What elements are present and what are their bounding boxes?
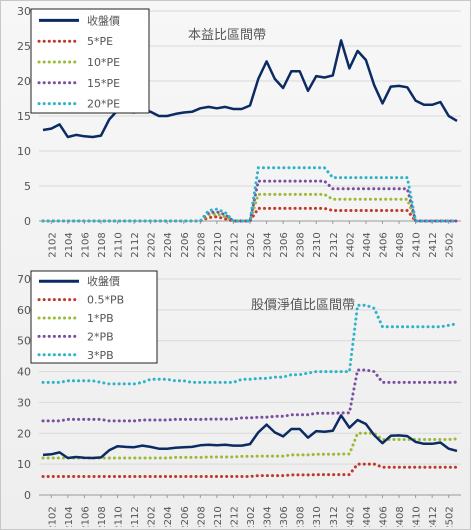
x-tick-label: 2402 (345, 506, 356, 527)
x-tick-label: 2108 (97, 232, 108, 257)
y-tick-label: 5 (24, 180, 31, 193)
legend-label: 5*PE (87, 35, 113, 48)
x-tick-label: 2406 (378, 506, 389, 527)
series-line-m1 (41, 462, 459, 478)
series-line-m3 (41, 368, 459, 423)
x-tick-label: 2206 (180, 232, 191, 257)
legend-box (30, 270, 158, 364)
y-tick-label: 20 (17, 427, 31, 440)
x-tick-label: 2502 (445, 232, 456, 257)
x-tick-label: 2102 (47, 232, 58, 257)
y-tick-label: 0 (24, 489, 31, 502)
legend-label: 收盤價 (87, 274, 120, 288)
x-tick-label: 2212 (229, 232, 240, 257)
x-tick-label: 2306 (279, 506, 290, 527)
series-line-price (42, 414, 458, 460)
x-tick-label: 2308 (296, 506, 307, 527)
x-tick-label: 2202 (147, 232, 158, 257)
x-tick-label: 2302 (246, 506, 257, 527)
x-tick-label: 2408 (395, 232, 406, 257)
x-tick-label: 2408 (395, 506, 406, 527)
x-tick-label: 2110 (114, 232, 125, 257)
x-tick-label: 2208 (196, 506, 207, 527)
pe-band-chart: 0 5 10 15 20 25 30 2102 2104 2106 2108 2110 2112 2202… (5, 5, 468, 261)
y-tick-label: 10 (17, 458, 31, 471)
x-tick-label: 2210 (213, 506, 224, 527)
x-tick-label: 2206 (180, 506, 191, 527)
pb-band-chart: 0 10 20 30 40 50 60 70 2102 2104 2106 2108 2110 2112 2… (5, 269, 468, 527)
x-tick-label: 2108 (97, 506, 108, 527)
chart-title: 本益比區間帶 (188, 28, 266, 43)
x-tick-label: 2310 (312, 232, 323, 257)
x-tick-label: 2204 (163, 232, 174, 257)
x-tick-label: 2110 (114, 506, 125, 527)
chart-title: 股價淨值比區間帶 (251, 297, 355, 313)
x-tick-label: 2308 (296, 232, 307, 257)
y-tick-label: 10 (17, 145, 31, 158)
x-tick-label: 2102 (47, 506, 58, 527)
y-tick-label: 30 (17, 396, 31, 409)
legend-label: 15*PE (87, 77, 120, 90)
legend-label: 20*PE (87, 98, 120, 111)
x-tick-label: 2312 (329, 506, 340, 527)
y-tick-label: 25 (17, 40, 31, 53)
x-tick-label: 2310 (312, 506, 323, 527)
x-tick-label: 2304 (263, 232, 274, 257)
x-tick-label: 2212 (229, 506, 240, 527)
series-line-m4 (41, 166, 459, 223)
x-tick-label: 2208 (196, 232, 207, 257)
y-tick-label: 20 (17, 75, 31, 88)
x-tick-label: 2404 (362, 232, 373, 257)
y-tick-label: 50 (17, 335, 31, 348)
legend-label: 收盤價 (87, 13, 120, 27)
x-tick-label: 2412 (428, 232, 439, 257)
legend-label: 10*PE (87, 56, 120, 69)
series-line-m4 (41, 303, 459, 386)
y-tick-label: 30 (17, 5, 31, 18)
x-tick-label: 2306 (279, 232, 290, 257)
x-tick-label: 2406 (378, 232, 389, 257)
legend-label: 2*PB (87, 330, 114, 343)
x-tick-label: 2502 (445, 506, 456, 527)
legend-label: 0.5*PB (87, 294, 124, 307)
series-line-m3 (41, 179, 459, 223)
x-tick-label: 2410 (412, 232, 423, 257)
x-tick-label: 2106 (80, 232, 91, 257)
x-tick-label: 2112 (130, 232, 141, 257)
y-tick-label: 60 (17, 304, 31, 317)
x-tick-label: 2410 (412, 506, 423, 527)
x-tick-label: 2106 (80, 506, 91, 527)
x-tick-label: 2404 (362, 506, 373, 527)
x-tick-label: 2302 (246, 232, 257, 257)
series-line-price (42, 39, 458, 139)
x-tick-label: 2210 (213, 232, 224, 257)
x-tick-label: 2204 (163, 506, 174, 527)
legend-label: 3*PB (87, 349, 114, 362)
legend-box (30, 8, 150, 114)
pb-band-chart-svg: 0 10 20 30 40 50 60 70 2102 2104 2106 2108 2110 2112 2… (17, 270, 461, 527)
y-tick-label: 70 (17, 273, 31, 286)
y-tick-label: 15 (17, 110, 31, 123)
legend-label: 1*PB (87, 312, 114, 325)
pe-band-chart-svg: 0 5 10 15 20 25 30 2102 2104 2106 2108 2110 2112 2202… (17, 5, 461, 258)
x-tick-label: 2104 (64, 232, 75, 257)
x-tick-label: 2412 (428, 506, 439, 527)
x-tick-label: 2112 (130, 506, 141, 527)
x-tick-label: 2402 (345, 232, 356, 257)
x-tick-label: 2104 (64, 506, 75, 527)
x-tick-label: 2202 (147, 506, 158, 527)
x-tick-label: 2304 (263, 506, 274, 527)
y-tick-label: 0 (24, 215, 31, 228)
y-tick-label: 40 (17, 366, 31, 379)
x-tick-label: 2312 (329, 232, 340, 257)
